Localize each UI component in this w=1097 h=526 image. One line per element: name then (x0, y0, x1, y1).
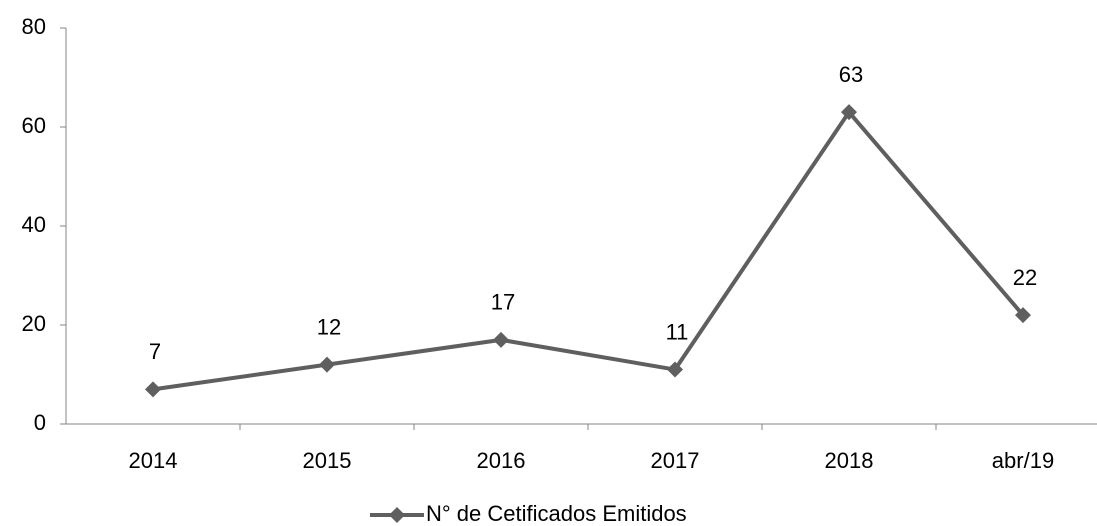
data-label: 7 (149, 339, 161, 364)
data-label: 17 (491, 290, 515, 315)
legend-label: N° de Cetificados Emitidos (426, 501, 687, 526)
data-label: 11 (666, 319, 689, 344)
y-tick-label: 60 (22, 113, 46, 138)
x-tick-label: 2015 (303, 448, 352, 473)
y-tick-label: 40 (22, 212, 46, 237)
y-tick-label: 80 (22, 14, 46, 39)
series-line (152, 110, 1025, 392)
data-label: 63 (839, 62, 863, 87)
marker (667, 361, 683, 378)
x-tick-label: 2014 (129, 448, 178, 473)
marker (841, 104, 857, 121)
marker (319, 356, 335, 373)
marker (493, 331, 509, 348)
legend-marker (389, 507, 405, 523)
x-tick-label: 2017 (651, 448, 700, 473)
data-label: 12 (317, 314, 341, 339)
data-label: 22 (1013, 265, 1037, 290)
marker (1015, 307, 1031, 324)
y-tick-label: 0 (34, 410, 46, 435)
x-tick-label: 2016 (477, 448, 526, 473)
x-tick-label: abr/19 (992, 448, 1054, 473)
marker (145, 381, 161, 398)
y-tick-label: 20 (22, 311, 46, 336)
x-tick-label: 2018 (825, 448, 874, 473)
